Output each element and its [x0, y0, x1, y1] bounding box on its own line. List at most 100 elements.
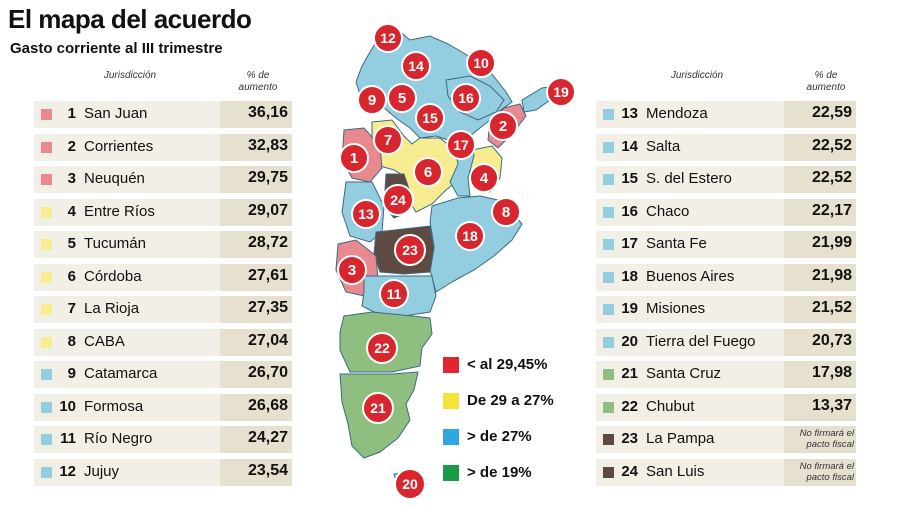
row-number: 17 [621, 235, 638, 252]
increase-value: 20,73 [811, 331, 852, 349]
jurisdiction-name: S. del Estero [646, 170, 732, 187]
right-col-header-jurisdiccion: Jurisdicción [670, 70, 724, 81]
table-row: 23 La Pampa No firmará el pacto fiscal [596, 423, 856, 456]
group-swatch [41, 466, 52, 478]
row-number: 9 [67, 365, 76, 382]
group-swatch [41, 271, 52, 283]
table-row: 12 Jujuy 23,54 [34, 456, 292, 489]
marker-label: 14 [408, 58, 424, 74]
map-marker-5: 5 [387, 83, 417, 113]
marker-label: 19 [553, 84, 569, 100]
marker-circle [488, 111, 518, 141]
row-number: 13 [621, 105, 638, 122]
marker-label: 4 [480, 170, 489, 187]
marker-label: 13 [358, 206, 374, 222]
increase-value: 27,35 [247, 299, 288, 316]
jurisdiction-name: San Juan [84, 105, 148, 122]
jurisdiction-name: Tucumán [84, 235, 146, 252]
marker-label: 7 [384, 132, 392, 149]
no-sign-note: No firmará el pacto fiscal [784, 461, 854, 483]
increase-value: 21,52 [811, 299, 852, 316]
no-sign-note: No firmará el pacto fiscal [784, 428, 854, 450]
map-marker-4: 4 [469, 163, 499, 193]
marker-circle [373, 125, 403, 155]
increase-value: 24,27 [247, 429, 288, 446]
jurisdiction-name: Misiones [646, 300, 706, 317]
row-number: 7 [67, 300, 76, 317]
marker-circle [455, 221, 485, 251]
group-swatch [603, 206, 614, 218]
note-line1: No firmará el [799, 460, 854, 472]
increase-value: 23,54 [247, 461, 288, 479]
marker-circle [491, 197, 521, 227]
left-col-header-jurisdiccion: Jurisdicción [103, 70, 157, 81]
note-line2: pacto fiscal [806, 471, 854, 483]
marker-circle [394, 468, 426, 500]
jurisdiction-name: Mendoza [646, 105, 708, 122]
marker-label: 3 [348, 262, 356, 279]
jurisdiction-name: Jujuy [84, 462, 120, 480]
marker-label: 11 [387, 286, 402, 302]
value-band [784, 458, 856, 486]
map-marker-7: 7 [373, 125, 403, 155]
jurisdiction-name: Tierra del Fuego [646, 332, 756, 350]
table-row: 2 Corrientes 32,83 [34, 131, 292, 164]
group-swatch [603, 401, 614, 413]
row-number: 21 [621, 365, 638, 382]
row-number: 23 [621, 430, 638, 447]
jurisdiction-name: Neuquén [84, 170, 145, 187]
row-number: 20 [621, 332, 638, 350]
group-swatch [603, 141, 614, 153]
marker-circle [401, 51, 431, 81]
row-number: 18 [621, 267, 638, 285]
group-swatch [41, 369, 52, 380]
marker-circle [469, 163, 499, 193]
marker-label: 24 [390, 192, 406, 208]
increase-value: 27,04 [247, 331, 288, 349]
group-swatch [603, 434, 614, 445]
map-marker-18: 18 [455, 221, 485, 251]
aumento-line1: % de [246, 70, 270, 81]
group-swatch [603, 109, 614, 120]
table-row: 10 Formosa 26,68 [34, 391, 292, 424]
row-number: 12 [59, 462, 76, 480]
increase-value: 13,37 [811, 396, 852, 414]
legend-swatch-blue [443, 429, 459, 445]
group-swatch [41, 336, 52, 348]
jurisdiction-name: Córdoba [84, 267, 142, 285]
increase-value: 27,61 [247, 266, 288, 284]
aumento-line1: % de [814, 70, 838, 81]
table-row: 9 Catamarca 26,70 [34, 358, 292, 391]
value-band [220, 393, 292, 421]
marker-label: 20 [402, 476, 418, 492]
increase-value: 22,52 [811, 169, 852, 186]
table-row: 24 San Luis No firmará el pacto fiscal [596, 456, 856, 489]
value-band [220, 296, 292, 323]
legend-label: < al 29,45% [467, 356, 548, 373]
value-band [784, 101, 856, 128]
legend-swatch-green [443, 465, 459, 481]
value-band [784, 393, 856, 421]
map-marker-11: 11 [379, 279, 409, 309]
table-row: 20 Tierra del Fuego 20,73 [596, 326, 856, 359]
marker-circle [466, 48, 496, 78]
row-number: 16 [621, 202, 638, 220]
group-swatch [41, 239, 52, 250]
row-number: 11 [60, 430, 76, 447]
aumento-line2: aumento [806, 82, 846, 93]
row-number: 8 [67, 332, 76, 350]
jurisdiction-name: Formosa [84, 397, 144, 415]
group-swatch [41, 401, 52, 413]
map-marker-24: 24 [382, 184, 414, 216]
marker-label: 2 [499, 118, 507, 135]
row-number: 19 [621, 300, 638, 317]
increase-value: 22,17 [811, 201, 852, 219]
map-marker-17: 17 [446, 130, 476, 160]
value-band [784, 231, 856, 258]
map-marker-23: 23 [394, 234, 426, 266]
group-swatch [41, 434, 52, 445]
marker-circle [451, 83, 481, 113]
value-band [220, 101, 292, 128]
jurisdiction-name: Entre Ríos [84, 202, 155, 220]
